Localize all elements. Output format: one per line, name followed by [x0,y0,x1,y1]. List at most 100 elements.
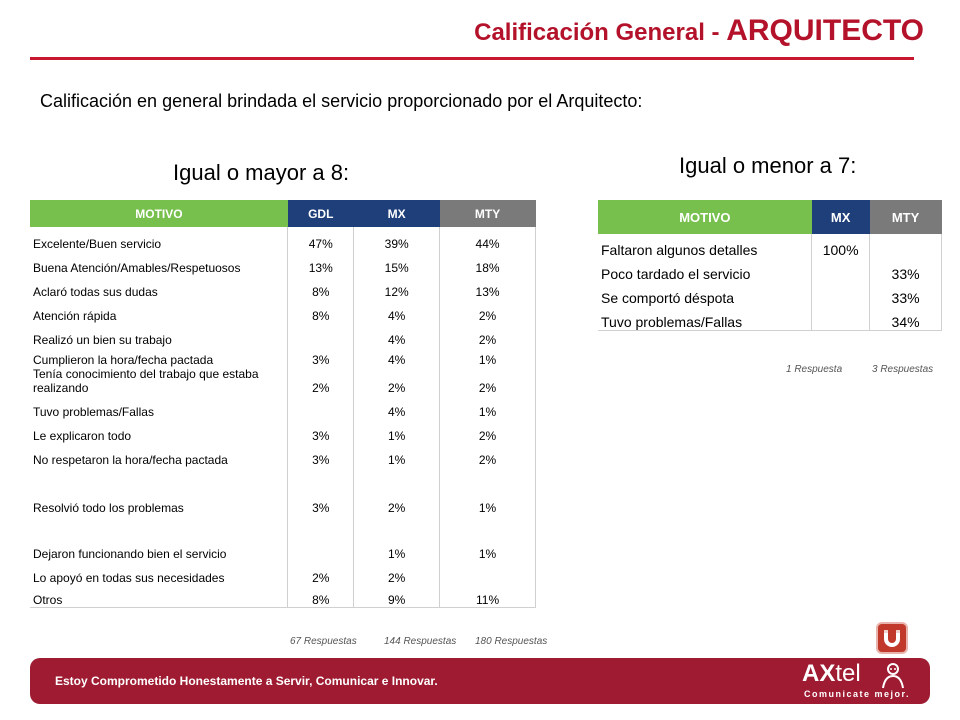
mx-cell: 4% [353,347,441,367]
gdl-cell [287,323,355,347]
mx-cell: 4% [353,395,441,419]
table-header-row: MOTIVO GDL MX MTY [30,200,536,227]
motivo-cell: Tuvo problemas/Fallas [30,395,289,419]
mty-cell: 18% [439,251,536,275]
table-row: Lo apoyó en todas sus necesidades 2% 2% [30,561,536,585]
footer-bar: Estoy Comprometido Honestamente a Servir… [30,658,930,704]
mty-cell: 2% [439,419,536,443]
column-header-gdl: GDL [287,200,354,227]
motivo-cell: Dejaron funcionando bien el servicio [30,515,289,561]
mx-cell: 2% [353,467,441,515]
column-header-mty: MTY [439,200,536,227]
motivo-cell: Aclaró todas sus dudas [30,275,289,299]
mx-cell: 15% [353,251,441,275]
column-header-mx: MX [811,200,870,234]
mx-cell: 39% [353,227,441,251]
mty-response-count: 180 Respuestas [475,636,548,647]
u-magnet-icon [878,624,906,652]
table-row: Excelente/Buen servicio 47% 39% 44% [30,227,536,251]
mx-cell: 1% [353,515,441,561]
page-title: Calificación General - ARQUITECTO [474,14,924,48]
motivo-cell: Excelente/Buen servicio [30,227,289,251]
mx-cell: 4% [353,323,441,347]
low-rating-table: MOTIVO MX MTY Faltaron algunos detalles 1… [598,200,942,331]
gdl-cell: 3% [287,419,355,443]
logo-word-bold: AX [802,660,836,687]
mty-cell: 44% [439,227,536,251]
logo-word-rest: tel [835,660,861,687]
column-header-motivo: MOTIVO [30,200,288,227]
mty-cell: 2% [439,367,536,395]
page-title-role: ARQUITECTO [726,14,924,47]
mx-cell: 2% [353,367,441,395]
left-table-heading: Igual o mayor a 8: [173,160,350,185]
high-rating-table: MOTIVO GDL MX MTY Excelente/Buen servici… [30,200,536,608]
gdl-cell: 2% [287,367,355,395]
gdl-cell [287,515,355,561]
logo-tagline: Comunicate mejor. [804,689,911,699]
table-row: Otros 8% 9% 11% [30,585,536,608]
table-row: Aclaró todas sus dudas 8% 12% 13% [30,275,536,299]
motivo-cell: Buena Atención/Amables/Respetuosos [30,251,289,275]
axtel-logo: AXtel Comunicate mejor. [802,660,912,702]
gdl-cell [287,395,355,419]
motivo-cell: Faltaron algunos detalles [598,234,813,258]
gdl-cell: 8% [287,275,355,299]
table-row: Realizó un bien su trabajo 4% 2% [30,323,536,347]
motivo-cell: Resolvió todo los problemas [30,467,289,515]
table-row: No respetaron la hora/fecha pactada 3% 1% 2… [30,443,536,467]
mx-response-count: 144 Respuestas [384,636,457,647]
mty-cell [869,234,942,258]
motivo-cell: Lo apoyó en todas sus necesidades [30,561,289,585]
gdl-response-count: 67 Respuestas [290,636,357,647]
footer-slogan: Estoy Comprometido Honestamente a Servir… [55,674,438,688]
motivo-cell: No respetaron la hora/fecha pactada [30,443,289,467]
gdl-cell: 3% [287,467,355,515]
column-header-mx: MX [353,200,440,227]
motivo-cell: Tuvo problemas/Fallas [598,306,813,331]
gdl-cell: 47% [287,227,355,251]
column-header-mty: MTY [869,200,942,234]
gdl-cell: 3% [287,347,355,367]
title-divider [30,57,914,60]
table-header-row: MOTIVO MX MTY [598,200,942,234]
mty-cell: 2% [439,443,536,467]
table-row: Poco tardado el servicio 33% [598,258,942,282]
mty-cell: 1% [439,467,536,515]
mx-cell: 12% [353,275,441,299]
mty-cell: 1% [439,515,536,561]
page-subtitle: Calificación en general brindada el serv… [40,91,643,111]
gdl-cell: 8% [287,299,355,323]
motivo-cell: Le explicaron todo [30,419,289,443]
mty-cell [439,561,536,585]
table-row: Atención rápida 8% 4% 2% [30,299,536,323]
motivo-cell: Otros [30,585,289,608]
motivo-cell: Poco tardado el servicio [598,258,813,282]
table-row: Se comportó déspota 33% [598,282,942,306]
mty-response-count-right: 3 Respuestas [872,364,934,375]
table-row: Dejaron funcionando bien el servicio 1% 1% [30,515,536,561]
gdl-cell: 2% [287,561,355,585]
mx-response-count-right: 1 Respuesta [786,364,843,375]
gdl-cell: 3% [287,443,355,467]
mty-cell: 2% [439,299,536,323]
page-title-prefix: Calificación General - [474,19,727,46]
mty-cell: 33% [869,258,942,282]
table-row: Le explicaron todo 3% 1% 2% [30,419,536,443]
table-row: Cumplieron la hora/fecha pactada 3% 4% 1% [30,347,536,367]
table-row: Resolvió todo los problemas 3% 2% 1% [30,467,536,515]
table-row: Tuvo problemas/Fallas 34% [598,306,942,331]
mx-cell: 100% [811,234,871,258]
right-table-heading: Igual o menor a 7: [679,153,857,178]
mty-cell: 13% [439,275,536,299]
logo-wordmark: AXtel [802,660,861,688]
mx-cell: 1% [353,419,441,443]
mx-cell: 2% [353,561,441,585]
mx-cell: 9% [353,585,441,608]
motivo-cell: Cumplieron la hora/fecha pactada [30,347,289,367]
mty-cell: 2% [439,323,536,347]
axtel-figure-icon [882,663,904,689]
motivo-cell: Atención rápida [30,299,289,323]
table-row: Tenía conocimiento del trabajo que estab… [30,367,536,395]
table-row: Faltaron algunos detalles 100% [598,234,942,258]
